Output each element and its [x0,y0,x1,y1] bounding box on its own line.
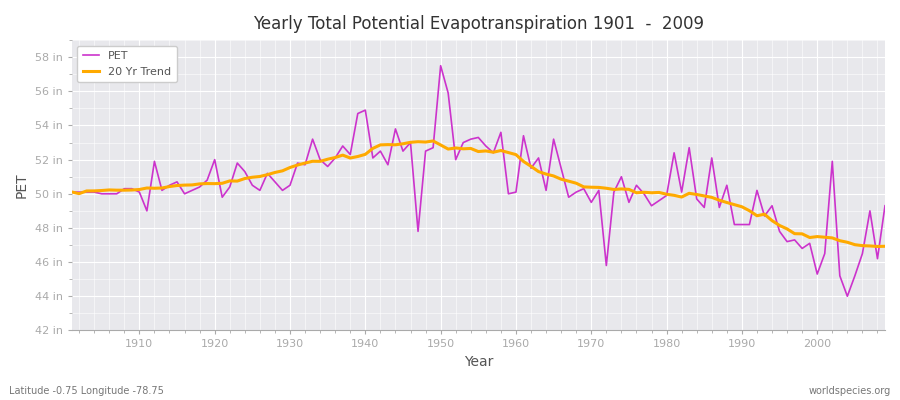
20 Yr Trend [518,159,529,164]
PET [338,144,348,148]
20 Yr Trend [879,244,890,249]
Title: Yearly Total Potential Evapotranspiration 1901  -  2009: Yearly Total Potential Evapotranspiratio… [253,15,704,33]
Line: 20 Yr Trend: 20 Yr Trend [72,141,885,246]
Line: PET: PET [72,66,885,296]
PET [879,203,890,208]
Text: worldspecies.org: worldspecies.org [809,386,891,396]
PET [126,186,137,191]
20 Yr Trend [338,153,348,158]
Legend: PET, 20 Yr Trend: PET, 20 Yr Trend [77,46,177,82]
PET [436,63,446,68]
20 Yr Trend [428,138,438,143]
PET [292,161,303,166]
PET [608,190,619,194]
Y-axis label: PET: PET [15,172,29,198]
20 Yr Trend [872,244,883,249]
20 Yr Trend [608,187,619,192]
PET [518,133,529,138]
X-axis label: Year: Year [464,355,493,369]
20 Yr Trend [510,152,521,157]
PET [510,190,521,194]
PET [842,294,852,299]
Text: Latitude -0.75 Longitude -78.75: Latitude -0.75 Longitude -78.75 [9,386,164,396]
20 Yr Trend [67,190,77,194]
PET [67,190,77,194]
20 Yr Trend [292,163,303,168]
20 Yr Trend [126,188,137,192]
